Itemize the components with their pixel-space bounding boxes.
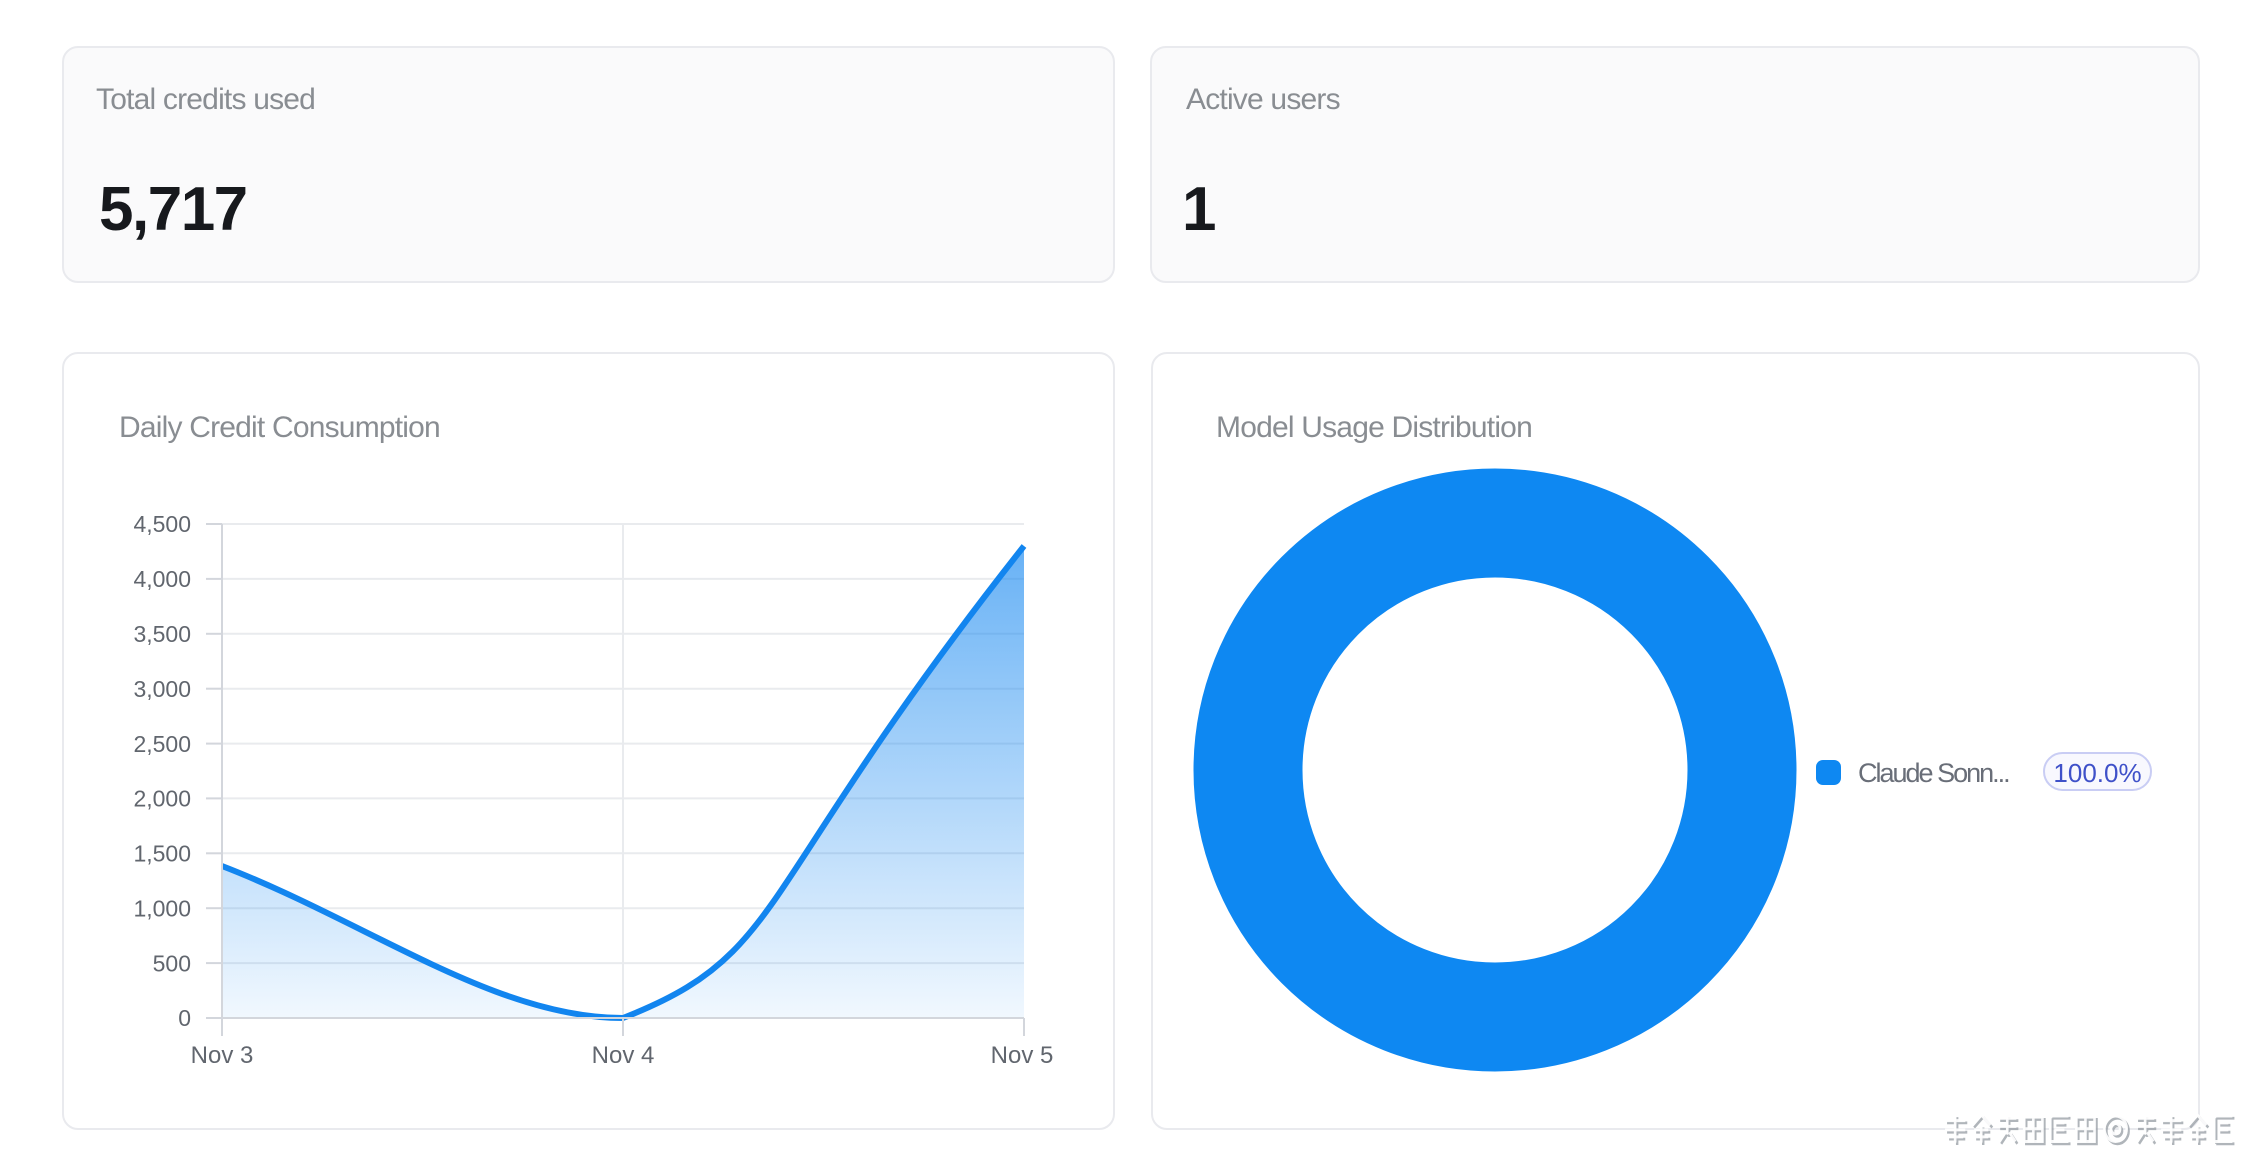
svg-text:1,000: 1,000 [133,895,191,921]
svg-text:2,500: 2,500 [133,731,191,757]
svg-text:Nov 3: Nov 3 [191,1042,254,1069]
svg-text:3,500: 3,500 [133,621,191,647]
svg-text:4,000: 4,000 [133,566,191,592]
svg-text:4,500: 4,500 [133,511,191,537]
svg-text:1,500: 1,500 [133,841,191,867]
svg-text:0: 0 [178,1005,191,1031]
svg-text:Nov 4: Nov 4 [592,1042,655,1069]
svg-text:2,000: 2,000 [133,786,191,812]
svg-text:Nov 5: Nov 5 [991,1042,1054,1069]
svg-text:500: 500 [153,950,191,976]
svg-text:3,000: 3,000 [133,676,191,702]
